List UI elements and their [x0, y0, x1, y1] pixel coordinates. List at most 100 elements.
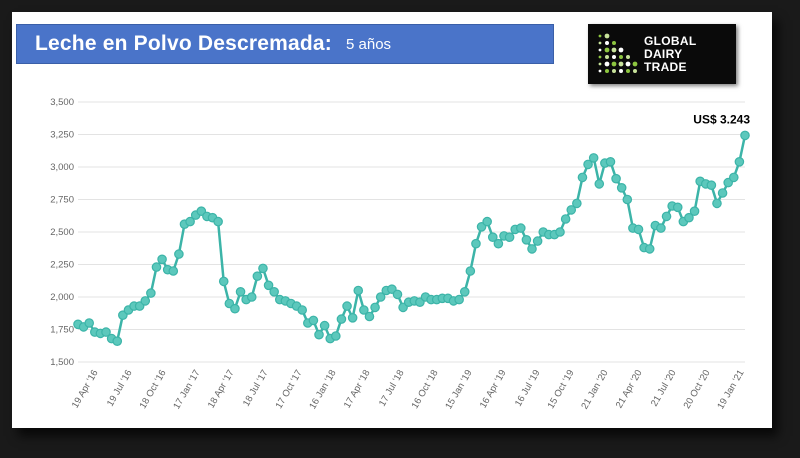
- data-point: [218, 276, 229, 287]
- data-point: [454, 294, 464, 305]
- y-tick-label: 2,750: [50, 195, 74, 206]
- chart-title: Leche en Polvo Descremada:: [35, 32, 332, 55]
- data-point: [487, 232, 498, 242]
- x-tick-label: 15 Oct '19: [546, 368, 577, 411]
- logo-dot: [598, 48, 602, 52]
- x-tick-label: 16 Jan '18: [307, 368, 338, 411]
- logo-dot: [598, 55, 602, 59]
- data-point: [459, 286, 470, 297]
- data-point: [252, 271, 263, 281]
- y-tick-label: 1,500: [50, 357, 74, 368]
- data-point: [258, 263, 268, 274]
- data-point: [633, 224, 644, 235]
- x-tick-label: 20 Oct '20: [682, 368, 713, 411]
- data-point: [622, 194, 633, 205]
- logo-wordmark: GLOBAL DAIRY TRADE: [644, 33, 697, 74]
- logo-dot: [625, 61, 631, 67]
- data-point: [342, 301, 352, 311]
- data-point: [611, 173, 621, 184]
- data-point: [572, 198, 582, 209]
- price-annotation: US$ 3.243: [693, 112, 750, 126]
- data-point: [168, 266, 179, 276]
- logo-dot: [612, 55, 616, 59]
- x-tick-label: 19 Jul '16: [105, 368, 135, 408]
- data-point: [515, 223, 526, 233]
- logo-dot: [612, 69, 616, 73]
- logo-line-2: DAIRY: [644, 46, 683, 61]
- logo-dot: [619, 69, 623, 73]
- data-point: [347, 312, 358, 323]
- data-point: [717, 188, 728, 198]
- title-bar: Leche en Polvo Descremada: 5 años: [16, 24, 554, 64]
- data-point: [146, 288, 156, 298]
- logo-dot: [611, 47, 617, 53]
- x-tick-label: 18 Jul '17: [241, 368, 271, 408]
- data-point: [527, 244, 537, 254]
- y-tick-label: 1,750: [50, 325, 74, 336]
- data-point: [689, 206, 700, 216]
- data-point: [672, 202, 683, 213]
- logo-dot: [633, 69, 637, 73]
- x-tick-label: 16 Jul '19: [513, 368, 543, 408]
- y-tick-label: 2,000: [50, 292, 74, 303]
- y-tick-label: 3,500: [50, 97, 74, 108]
- x-axis-ticks: 19 Apr '16 19 Jul '16 18 Oct '16 17 Jan '17…: [70, 368, 747, 411]
- data-point: [353, 285, 364, 296]
- data-point: [616, 183, 627, 193]
- data-point: [465, 266, 476, 276]
- data-point: [588, 153, 599, 163]
- logo-dot: [598, 34, 602, 38]
- data-point: [482, 216, 492, 227]
- grid-lines: [78, 101, 745, 363]
- data-point: [566, 205, 577, 215]
- x-tick-label: 19 Jan '21: [715, 368, 746, 411]
- data-point: [235, 286, 246, 297]
- gdt-dots-icon: [598, 33, 638, 73]
- data-point: [471, 238, 481, 249]
- logo-dot: [605, 69, 609, 73]
- logo-dot: [611, 61, 617, 67]
- chart-subtitle: 5 años: [346, 35, 392, 53]
- x-tick-label: 15 Jan '19: [443, 368, 474, 411]
- data-point: [157, 254, 167, 265]
- data-point: [712, 198, 722, 209]
- series-markers: [73, 130, 750, 346]
- data-point: [308, 315, 319, 326]
- data-point: [375, 292, 386, 302]
- logo-dot: [626, 69, 630, 73]
- data-point: [555, 227, 565, 237]
- logo-dot: [604, 61, 610, 67]
- data-point: [740, 130, 750, 141]
- logo-dot: [619, 55, 623, 59]
- data-point: [583, 159, 593, 170]
- data-point: [336, 314, 347, 324]
- data-point: [370, 302, 380, 313]
- logo-dot: [626, 55, 630, 59]
- data-point: [112, 336, 123, 346]
- data-point: [263, 280, 274, 291]
- data-point: [532, 236, 543, 246]
- logo-line-3: TRADE: [644, 59, 687, 74]
- x-tick-label: 16 Apr '19: [478, 368, 509, 410]
- data-point: [577, 172, 588, 183]
- x-tick-label: 17 Apr '18: [342, 368, 373, 410]
- logo-line-1: GLOBAL: [644, 33, 697, 48]
- data-point: [101, 327, 111, 337]
- x-tick-label: 21 Apr '20: [614, 368, 645, 410]
- x-tick-label: 21 Jul '20: [649, 368, 679, 408]
- logo-dot: [604, 47, 610, 53]
- data-point: [314, 329, 324, 340]
- data-point: [605, 157, 616, 167]
- data-point: [151, 262, 162, 272]
- x-tick-label: 21 Jan '20: [579, 368, 610, 411]
- data-point: [269, 286, 279, 297]
- data-point: [594, 179, 605, 189]
- logo-dot: [598, 62, 602, 66]
- y-axis-ticks: 1,500 1,750 2,000 2,250 2,500 2,750 3,000 3,250…: [50, 97, 74, 368]
- data-point: [661, 211, 672, 222]
- x-tick-label: 19 Apr '16: [70, 368, 101, 410]
- data-point: [230, 303, 240, 314]
- logo-dot: [632, 61, 638, 67]
- x-tick-label: 16 Oct '18: [410, 368, 441, 411]
